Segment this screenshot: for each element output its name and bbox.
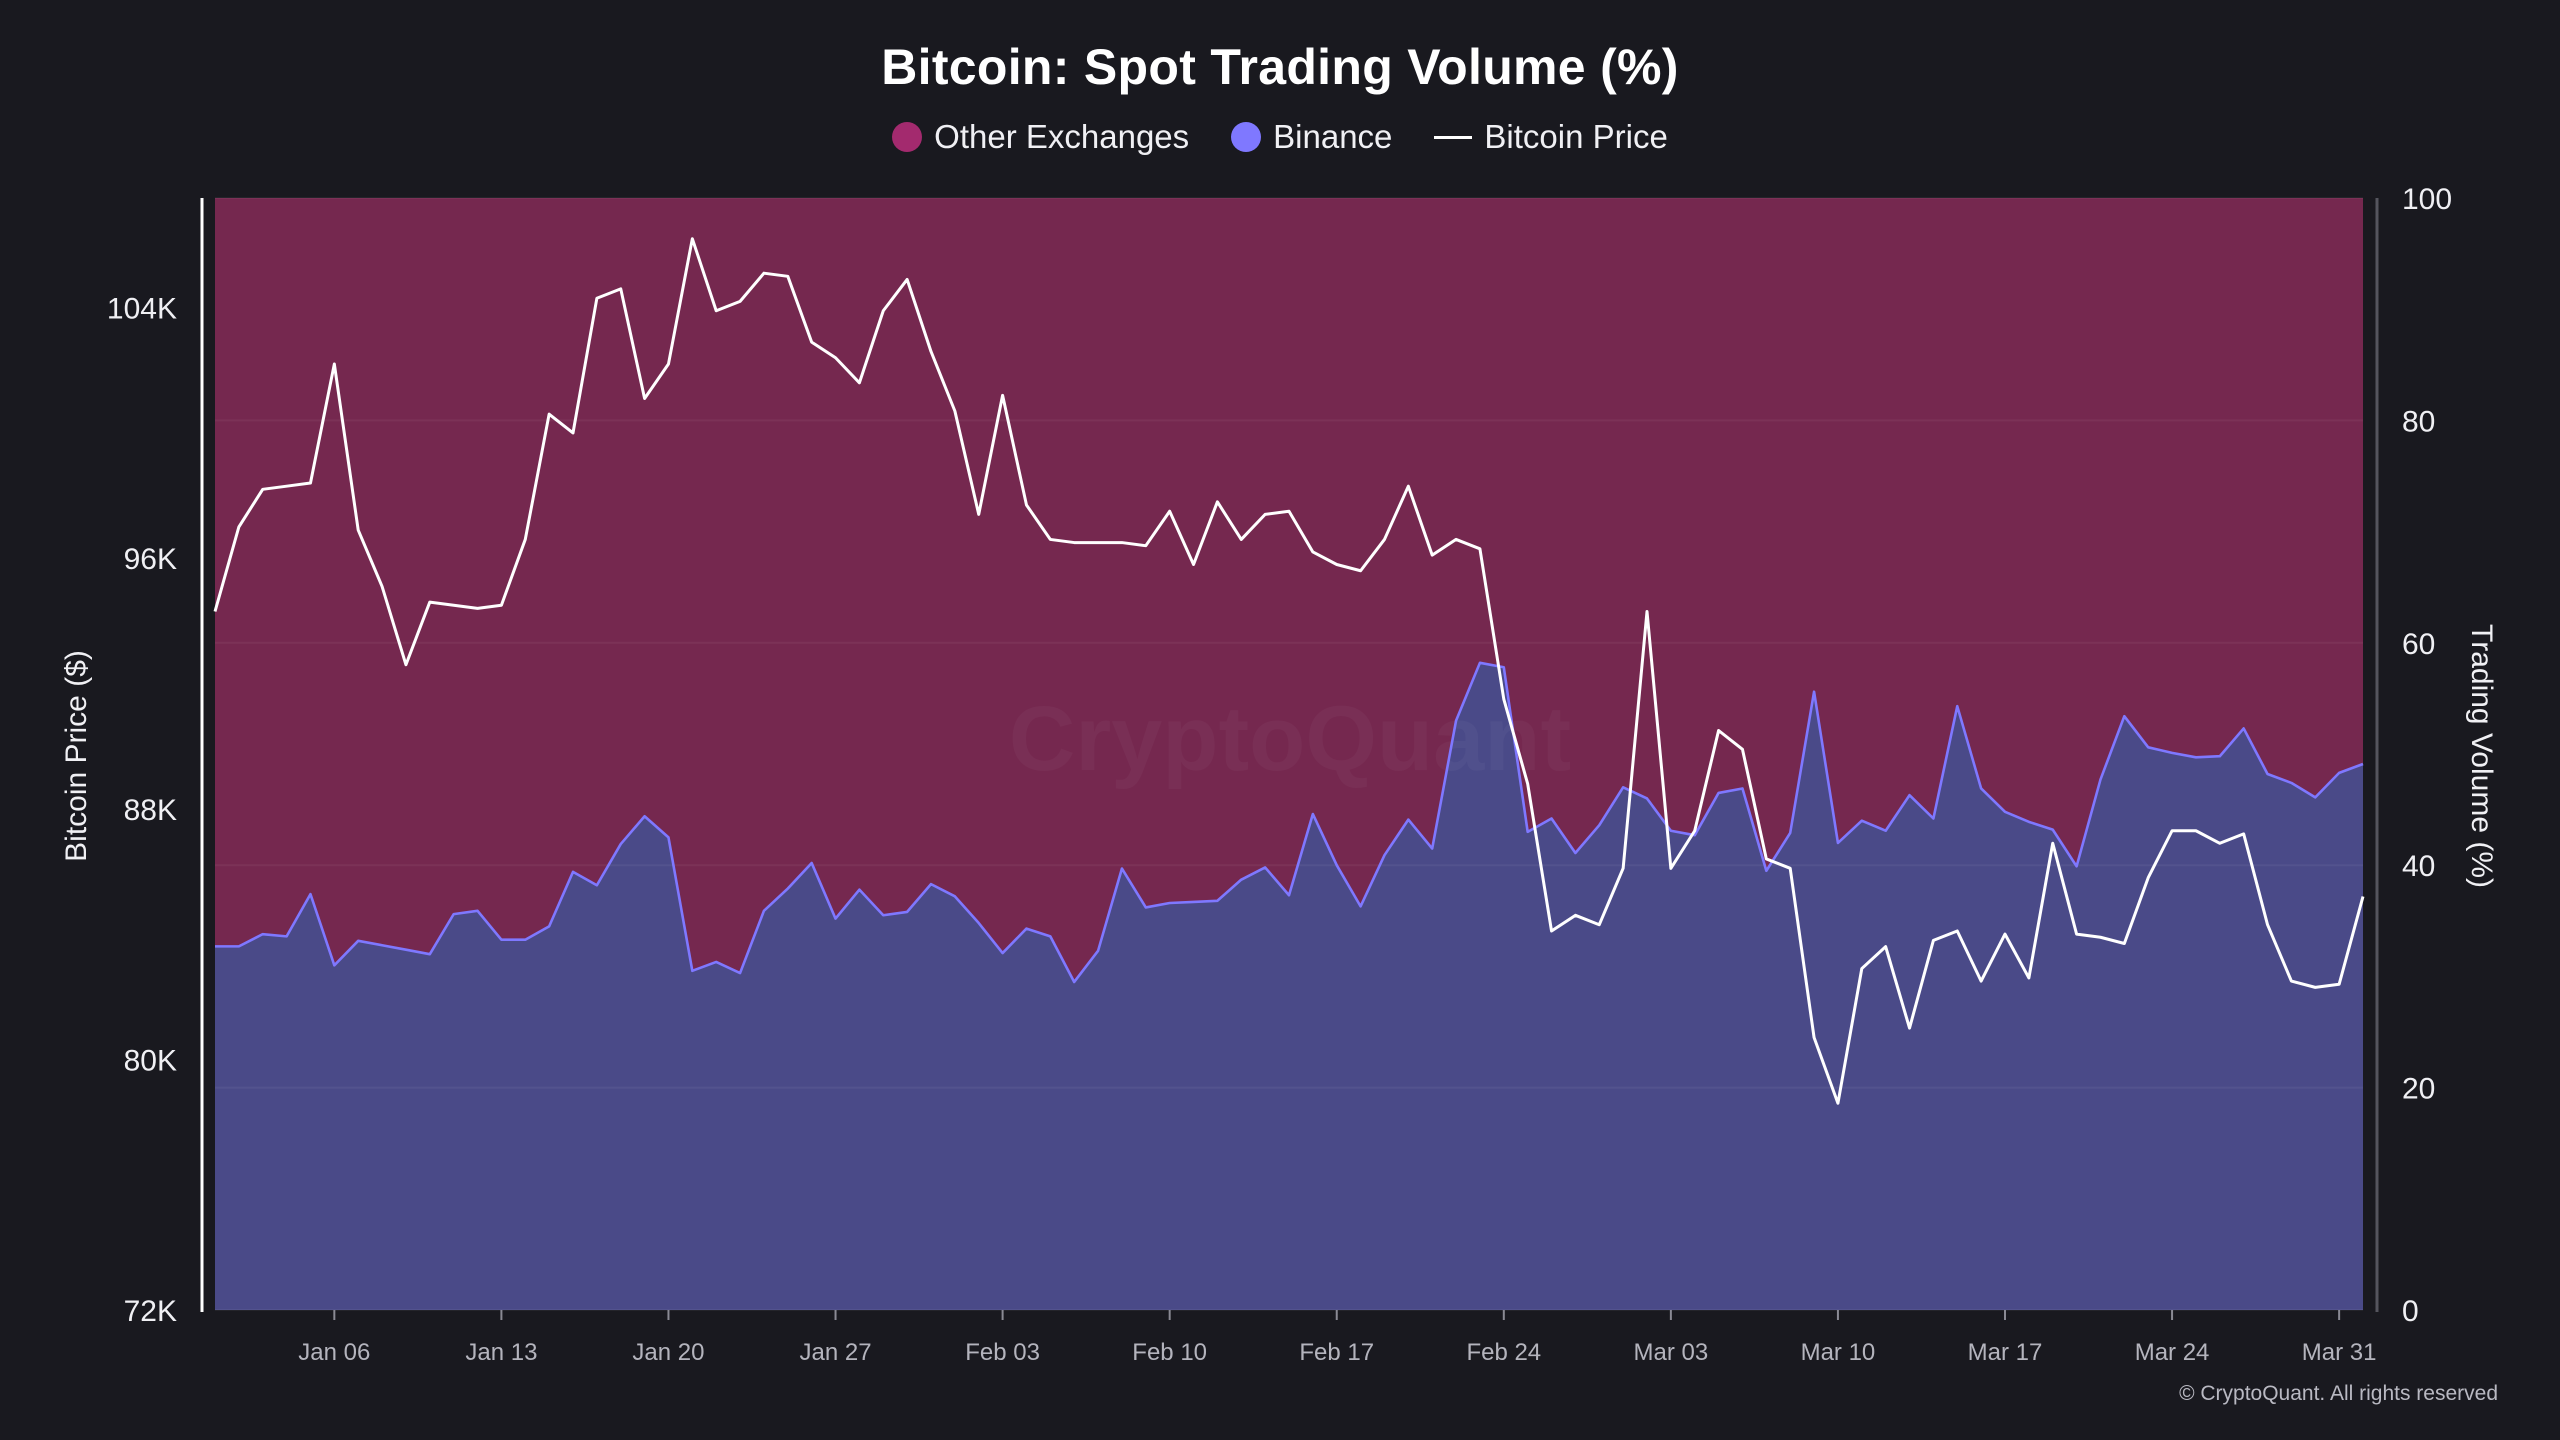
other-exchanges-swatch-icon [892,122,923,152]
watermark-text: CryptoQuant [1009,688,1571,790]
y-right-tick-label: 40 [2402,850,2435,883]
x-tick-label: Mar 17 [1968,1339,2043,1366]
y-right-tick-label: 60 [2402,628,2435,661]
x-tick-label: Feb 24 [1466,1339,1541,1366]
y-left-axis-label: Bitcoin Price ($) [60,650,93,862]
x-tick-label: Mar 10 [1801,1339,1876,1366]
other-exchanges-area [215,198,2363,982]
x-tick-label: Jan 13 [465,1339,537,1366]
y-right-tick-label: 20 [2402,1073,2435,1106]
legend-label-bitcoin-price: Bitcoin Price [1484,118,1668,155]
x-tick-label: Mar 03 [1634,1339,1709,1366]
y-left-tick-label: 88K [124,794,177,827]
x-tick-label: Jan 27 [800,1339,872,1366]
y-left-tick-label: 72K [124,1295,177,1328]
line-layer [213,237,2365,1105]
binance-area [215,662,2363,1310]
area-layer [215,197,2363,1311]
x-tick-label: Jan 20 [632,1339,704,1366]
chart-title: Bitcoin: Spot Trading Volume (%) [881,39,1679,95]
x-tick-label: Mar 24 [2135,1339,2210,1366]
binance-swatch-icon [1231,122,1262,152]
copyright-text: © CryptoQuant. All rights reserved [2179,1382,2498,1405]
chart-legend: Other Exchanges Binance Bitcoin Price [0,118,2560,156]
bitcoin-price-series-line [213,237,2365,1105]
axes-layer: 72K 80K 88K 96K 104K 0 20 40 60 80 100 Jan 06 Jan 13… [107,183,2452,1366]
y-right-tick-label: 0 [2402,1295,2419,1328]
y-left-tick-label: 104K [107,293,177,326]
x-tick-label: Feb 10 [1132,1339,1207,1366]
y-right-tick-label: 80 [2402,405,2435,438]
legend-item-bitcoin-price[interactable]: Bitcoin Price [1434,118,1668,156]
x-tick-label: Feb 03 [965,1339,1040,1366]
binance-series-line [215,661,2364,984]
bitcoin-price-line-icon [1434,135,1473,139]
x-tick-label: Feb 17 [1299,1339,1374,1366]
x-tick-label: Jan 06 [298,1339,370,1366]
legend-label-binance: Binance [1273,118,1393,155]
legend-item-other-exchanges[interactable]: Other Exchanges [892,118,1189,156]
y-left-tick-label: 80K [124,1044,177,1077]
x-tick-label: Mar 31 [2302,1339,2377,1366]
legend-item-binance[interactable]: Binance [1231,118,1392,156]
legend-label-other-exchanges: Other Exchanges [934,118,1190,155]
y-right-axis-label: Trading Volume (%) [2465,624,2498,888]
y-right-tick-label: 100 [2402,183,2452,216]
y-left-tick-label: 96K [124,543,177,576]
